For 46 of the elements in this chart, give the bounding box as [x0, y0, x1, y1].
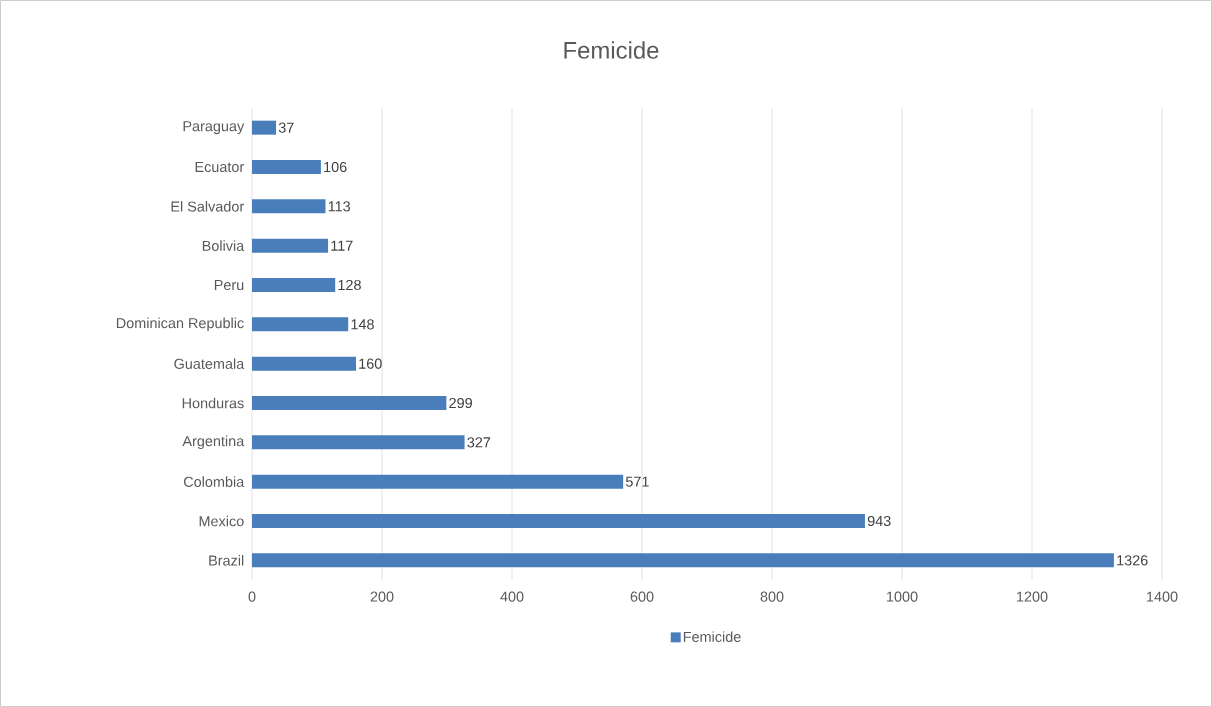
y-tick-label: Brazil: [209, 555, 244, 566]
bar: [252, 396, 447, 410]
y-tick-label: Guatemala: [174, 358, 245, 369]
bar: [252, 317, 349, 332]
data-label: 117: [331, 240, 353, 251]
data-label: 327: [467, 437, 491, 448]
data-label: 943: [867, 515, 891, 527]
x-tick-label: 1400: [1147, 591, 1178, 602]
bar: [252, 356, 356, 371]
y-tick-label: Argentina: [182, 435, 245, 450]
y-tick-label: Colombia: [183, 476, 245, 487]
chart-title: Femicide: [564, 41, 659, 59]
bar: [252, 553, 1114, 568]
legend-label: Femicide: [683, 631, 741, 642]
x-tick-label: 0: [248, 591, 256, 602]
bar: [252, 474, 624, 489]
y-tick-label: Paraguay: [183, 121, 245, 135]
bar: [252, 160, 321, 174]
y-tick-label: Ecuator: [195, 161, 244, 173]
data-label: 106: [324, 161, 347, 173]
y-tick-label: Dominican Republic: [116, 317, 244, 332]
bar: [252, 435, 465, 450]
y-tick-label: El Salvador: [171, 201, 244, 212]
data-label: 571: [625, 476, 649, 487]
x-tick-label: 600: [630, 591, 654, 602]
bar: [252, 199, 326, 214]
x-tick-label: 800: [760, 591, 784, 602]
y-tick-label: Mexico: [199, 515, 244, 527]
data-label: 160: [359, 358, 382, 369]
bar: [252, 238, 329, 253]
x-tick-label: 1200: [1017, 591, 1048, 602]
x-tick-label: 1000: [887, 591, 918, 602]
data-label: 128: [338, 279, 361, 291]
data-label: 37: [278, 122, 294, 133]
bar: [252, 514, 865, 528]
data-label: 148: [351, 319, 374, 330]
bar: [252, 278, 336, 292]
y-tick-label: Peru: [214, 279, 244, 291]
data-label: 299: [449, 397, 472, 409]
bar: [252, 120, 277, 135]
data-label: 113: [328, 201, 351, 212]
x-tick-label: 200: [370, 591, 394, 602]
data-label: 1326: [1117, 555, 1148, 566]
y-tick-label: Honduras: [182, 397, 244, 409]
y-tick-label: Bolivia: [202, 240, 245, 251]
x-tick-label: 400: [500, 591, 524, 602]
